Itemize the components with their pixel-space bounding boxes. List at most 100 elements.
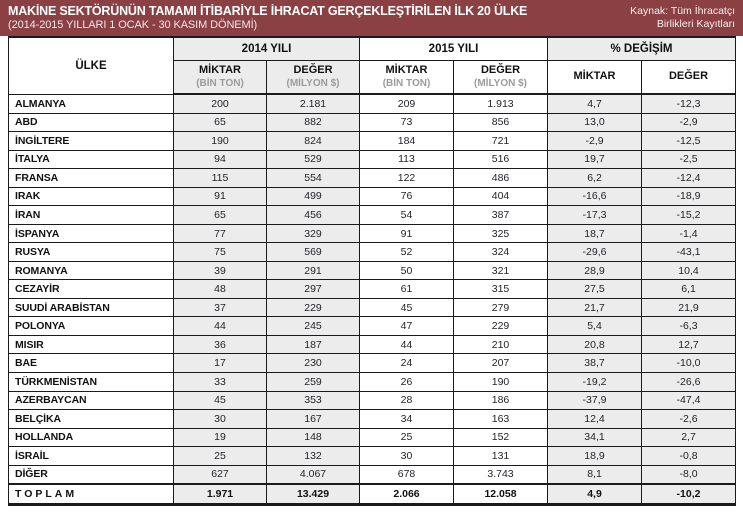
value-cell: -26,6: [640, 371, 737, 392]
value-cell: 207: [453, 353, 548, 373]
table-row: CEZAYİR 48 297 61 315 27,5 6,1: [8, 279, 737, 299]
value-cell: -8,0: [640, 464, 737, 485]
value-cell: 10,4: [640, 260, 737, 281]
country-cell: IRAK: [8, 186, 174, 207]
value-cell: 329: [266, 223, 360, 244]
value-cell: 4.067: [266, 464, 360, 485]
value-cell: 6,2: [547, 168, 642, 188]
value-cell: 28,9: [547, 260, 642, 281]
value-cell: -12,4: [640, 168, 737, 188]
value-cell: 569: [266, 242, 360, 262]
value-cell: 186: [453, 390, 548, 411]
value-cell: 1.913: [453, 93, 548, 114]
country-cell: ALMANYA: [8, 93, 174, 114]
table-row: BAE 17 230 24 207 38,7 -10,0: [8, 353, 737, 373]
value-cell: 25: [359, 427, 454, 448]
table-row: İTALYA 94 529 113 516 19,7 -2,5: [8, 149, 737, 170]
table-row: POLONYA 44 245 47 229 5,4 -6,3: [8, 316, 737, 336]
value-cell: 315: [453, 279, 548, 299]
value-cell: 18,9: [547, 446, 642, 466]
value-cell: 28: [359, 390, 454, 411]
value-cell: 18,7: [547, 223, 642, 244]
value-cell: 37: [173, 297, 267, 318]
value-cell: 26: [359, 371, 454, 392]
value-cell: 184: [359, 131, 454, 151]
value-cell: -2,9: [640, 112, 737, 133]
value-cell: 33: [173, 371, 267, 392]
export-data-table: ÜLKE 2014 YILI 2015 YILI % DEĞİŞİM MİKTA…: [8, 36, 737, 507]
sub-header-unit: (MİLYON $): [474, 77, 527, 89]
sub-header-label: DEĞER: [668, 70, 709, 83]
value-cell: 291: [266, 260, 360, 281]
column-header-country: ÜLKE: [8, 36, 174, 95]
value-cell: 113: [359, 149, 454, 170]
value-cell: 856: [453, 112, 548, 133]
value-cell: 2.181: [266, 93, 360, 114]
value-cell: 486: [453, 168, 548, 188]
value-cell: 279: [453, 297, 548, 318]
value-cell: 21,7: [547, 297, 642, 318]
value-cell: 27,5: [547, 279, 642, 299]
value-cell: 13.429: [266, 483, 360, 507]
value-cell: 3.743: [453, 464, 548, 485]
value-cell: 132: [266, 446, 360, 466]
table-row: RUSYA 75 569 52 324 -29,6 -43,1: [8, 242, 737, 262]
value-cell: 152: [453, 427, 548, 448]
value-cell: 404: [453, 186, 548, 207]
value-cell: 36: [173, 334, 267, 355]
value-cell: 297: [266, 279, 360, 299]
value-cell: 324: [453, 242, 548, 262]
report-subtitle: (2014-2015 YILLARI 1 OCAK - 30 KASIM DÖN…: [8, 19, 258, 32]
value-cell: -2,5: [640, 149, 737, 170]
value-cell: 44: [173, 316, 267, 336]
value-cell: 200: [173, 93, 267, 114]
table-row: TÜRKMENİSTAN 33 259 26 190 -19,2 -26,6: [8, 371, 737, 392]
value-cell: 48: [173, 279, 267, 299]
sub-header-unit: (BİN TON): [382, 77, 431, 89]
table-row: İSPANYA 77 329 91 325 18,7 -1,4: [8, 223, 737, 244]
value-cell: 38,7: [547, 353, 642, 373]
value-cell: 2,7: [640, 427, 737, 448]
value-cell: 25: [173, 446, 267, 466]
country-cell: ROMANYA: [8, 260, 174, 281]
value-cell: 456: [266, 205, 360, 225]
total-label-cell: TOPLAM: [8, 483, 174, 507]
value-cell: 13,0: [547, 112, 642, 133]
value-cell: 131: [453, 446, 548, 466]
value-cell: 21,9: [640, 297, 737, 318]
value-cell: -37,9: [547, 390, 642, 411]
table-row: HOLLANDA 19 148 25 152 34,1 2,7: [8, 427, 737, 448]
value-cell: 190: [173, 131, 267, 151]
value-cell: -12,3: [640, 93, 737, 114]
value-cell: 1.971: [173, 483, 267, 507]
value-cell: 4,9: [547, 483, 642, 507]
column-header-2015-deger: DEĞER (MİLYON $): [453, 60, 548, 95]
country-cell: AZERBAYCAN: [8, 390, 174, 411]
value-cell: 387: [453, 205, 548, 225]
value-cell: 12,7: [640, 334, 737, 355]
value-cell: -43,1: [640, 242, 737, 262]
value-cell: -10,2: [640, 483, 737, 507]
value-cell: 19,7: [547, 149, 642, 170]
value-cell: 47: [359, 316, 454, 336]
sub-header-label: DEĞER: [480, 64, 521, 77]
value-cell: 17: [173, 353, 267, 373]
table-row: İRAN 65 456 54 387 -17,3 -15,2: [8, 205, 737, 225]
value-cell: 115: [173, 168, 267, 188]
table-row: ROMANYA 39 291 50 321 28,9 10,4: [8, 260, 737, 281]
value-cell: 122: [359, 168, 454, 188]
table-row: MISIR 36 187 44 210 20,8 12,7: [8, 334, 737, 355]
value-cell: 721: [453, 131, 548, 151]
value-cell: 529: [266, 149, 360, 170]
total-row: TOPLAM 1.971 13.429 2.066 12.058 4,9 -10,2: [8, 483, 737, 507]
table-row: BELÇİKA 30 167 34 163 12,4 -2,6: [8, 409, 737, 429]
value-cell: 321: [453, 260, 548, 281]
value-cell: 76: [359, 186, 454, 207]
value-cell: 229: [266, 297, 360, 318]
country-cell: POLONYA: [8, 316, 174, 336]
value-cell: 34: [359, 409, 454, 429]
value-cell: 45: [173, 390, 267, 411]
table-row: DİĞER 627 4.067 678 3.743 8,1 -8,0: [8, 464, 737, 485]
value-cell: -2,9: [547, 131, 642, 151]
